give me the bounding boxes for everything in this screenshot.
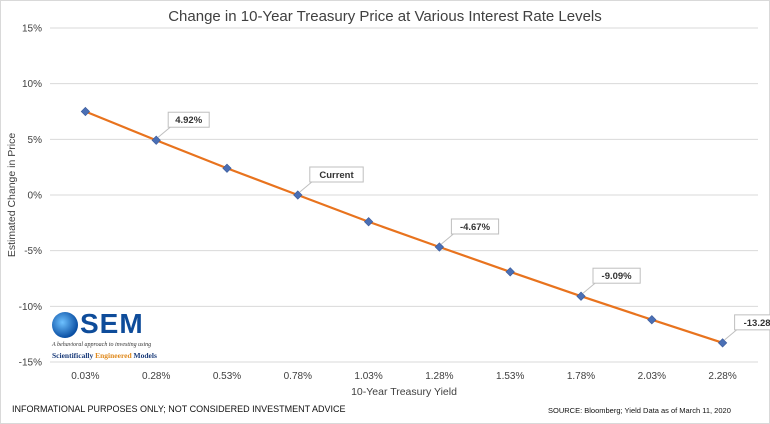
data-point <box>222 163 232 173</box>
callout-box <box>309 166 364 183</box>
data-label: 4.92% <box>175 115 202 126</box>
data-point <box>505 267 515 277</box>
x-tick-label: 1.53% <box>496 371 524 382</box>
x-tick-label: 0.28% <box>142 371 170 382</box>
x-tick-label: 0.03% <box>71 371 99 382</box>
logo-company-name: Scientifically Engineered Models <box>52 351 157 360</box>
callout-box <box>167 111 210 128</box>
y-tick-label: 0% <box>28 191 43 202</box>
x-tick-label: 1.03% <box>354 371 382 382</box>
logo-tagline: A behavioral approach to investing using <box>52 342 152 348</box>
x-tick-label: 1.28% <box>425 371 453 382</box>
y-tick-label: -5% <box>24 246 42 257</box>
data-label: -4.67% <box>460 222 491 233</box>
x-tick-label: 2.03% <box>638 371 666 382</box>
data-label: Current <box>319 170 354 181</box>
y-tick-label: 15% <box>22 24 42 35</box>
data-point <box>647 315 657 325</box>
x-tick-label: 0.78% <box>284 371 312 382</box>
y-tick-label: 10% <box>22 79 42 90</box>
logo-wordmark: SEM <box>80 308 144 339</box>
series-line <box>84 110 723 344</box>
callout-leader <box>441 233 454 245</box>
callout-leader <box>724 329 737 341</box>
data-label: -13.28% <box>744 318 770 329</box>
y-tick-label: -15% <box>19 358 42 369</box>
data-point <box>434 242 445 252</box>
callout-box <box>592 267 641 284</box>
x-axis-title: 10-Year Treasury Yield <box>351 386 457 398</box>
data-point <box>293 190 303 200</box>
chart-title: Change in 10-Year Treasury Price at Vari… <box>168 8 602 25</box>
data-point <box>717 338 728 348</box>
x-tick-label: 1.78% <box>567 371 595 382</box>
data-point <box>151 135 161 145</box>
data-point <box>363 217 374 227</box>
data-point <box>80 106 91 117</box>
x-tick-label: 0.53% <box>213 371 241 382</box>
source-note: SOURCE: Bloomberg; Yield Data as of Marc… <box>548 406 731 415</box>
callout-leader <box>157 126 171 138</box>
logo-name-part: Models <box>131 351 157 360</box>
disclaimer: INFORMATIONAL PURPOSES ONLY; NOT CONSIDE… <box>12 404 346 414</box>
y-tick-label: 5% <box>28 135 43 146</box>
callout-box <box>734 314 770 331</box>
data-label: -9.09% <box>602 271 633 282</box>
x-tick-label: 2.28% <box>708 371 736 382</box>
callout-leader <box>299 181 313 193</box>
data-point <box>576 291 586 301</box>
logo-name-part-highlight: Engineered <box>95 351 132 360</box>
logo-name-part: Scientifically <box>52 351 96 360</box>
y-tick-label: -10% <box>19 302 42 313</box>
callout-leader <box>582 282 596 294</box>
callout-box <box>450 218 500 235</box>
y-axis-title: Estimated Change in Price <box>6 133 18 257</box>
globe-icon <box>52 312 78 338</box>
sem-logo: SEM A behavioral approach to investing u… <box>50 308 180 362</box>
